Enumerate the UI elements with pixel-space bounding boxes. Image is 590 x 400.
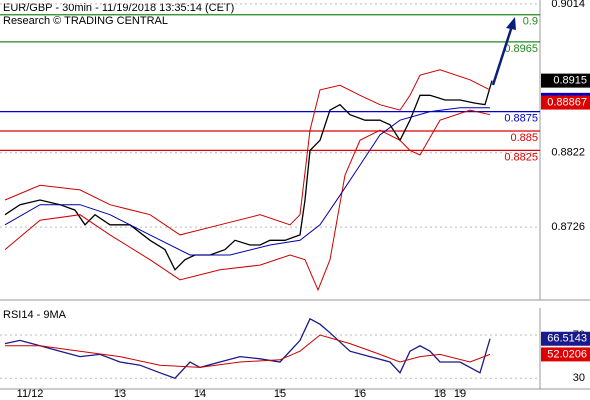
x-tick-label: 14 (194, 388, 206, 400)
forecast-arrowhead (506, 17, 516, 30)
level-label: 0.885 (510, 132, 538, 144)
y-tick-label: 30 (573, 372, 585, 384)
y-tick-label: 0.8822 (551, 147, 585, 159)
value-tag (541, 331, 590, 346)
value-tag-label: 66.5143 (547, 333, 587, 345)
value-tag (541, 347, 590, 362)
chart-subtitle: Research © TRADING CENTRAL (3, 15, 168, 27)
value-tag-label: 0.8915 (553, 75, 587, 87)
x-tick-label: 16 (354, 388, 366, 400)
value-tag-label: 52.0206 (547, 348, 587, 360)
x-tick-label: 19 (454, 388, 466, 400)
series-line (4, 69, 491, 236)
forecast-arrow (491, 25, 514, 86)
series-line (4, 107, 490, 256)
y-tick-label: 0.9014 (551, 0, 585, 10)
x-tick-label: 15 (274, 388, 286, 400)
x-tick-label: 18 (434, 388, 446, 400)
series-line (4, 80, 493, 271)
level-label: 0.9 (523, 16, 538, 28)
level-label: 0.8965 (504, 43, 538, 55)
value-tag-label: 0.88867 (547, 96, 587, 108)
chart-title: EUR/GBP - 30min - 11/19/2018 13:35:14 (C… (3, 2, 234, 14)
x-tick-label: 13 (114, 388, 126, 400)
value-tag (541, 95, 590, 110)
rsi-title: RSI14 - 9MA (3, 309, 67, 321)
series-line (4, 109, 491, 292)
value-tag (541, 73, 590, 88)
level-label: 0.8875 (504, 113, 538, 125)
y-tick-label: 0.8726 (551, 221, 585, 233)
x-tick-label: 11/12 (17, 388, 44, 400)
series-line (5, 334, 491, 368)
level-label: 0.8825 (504, 151, 538, 163)
